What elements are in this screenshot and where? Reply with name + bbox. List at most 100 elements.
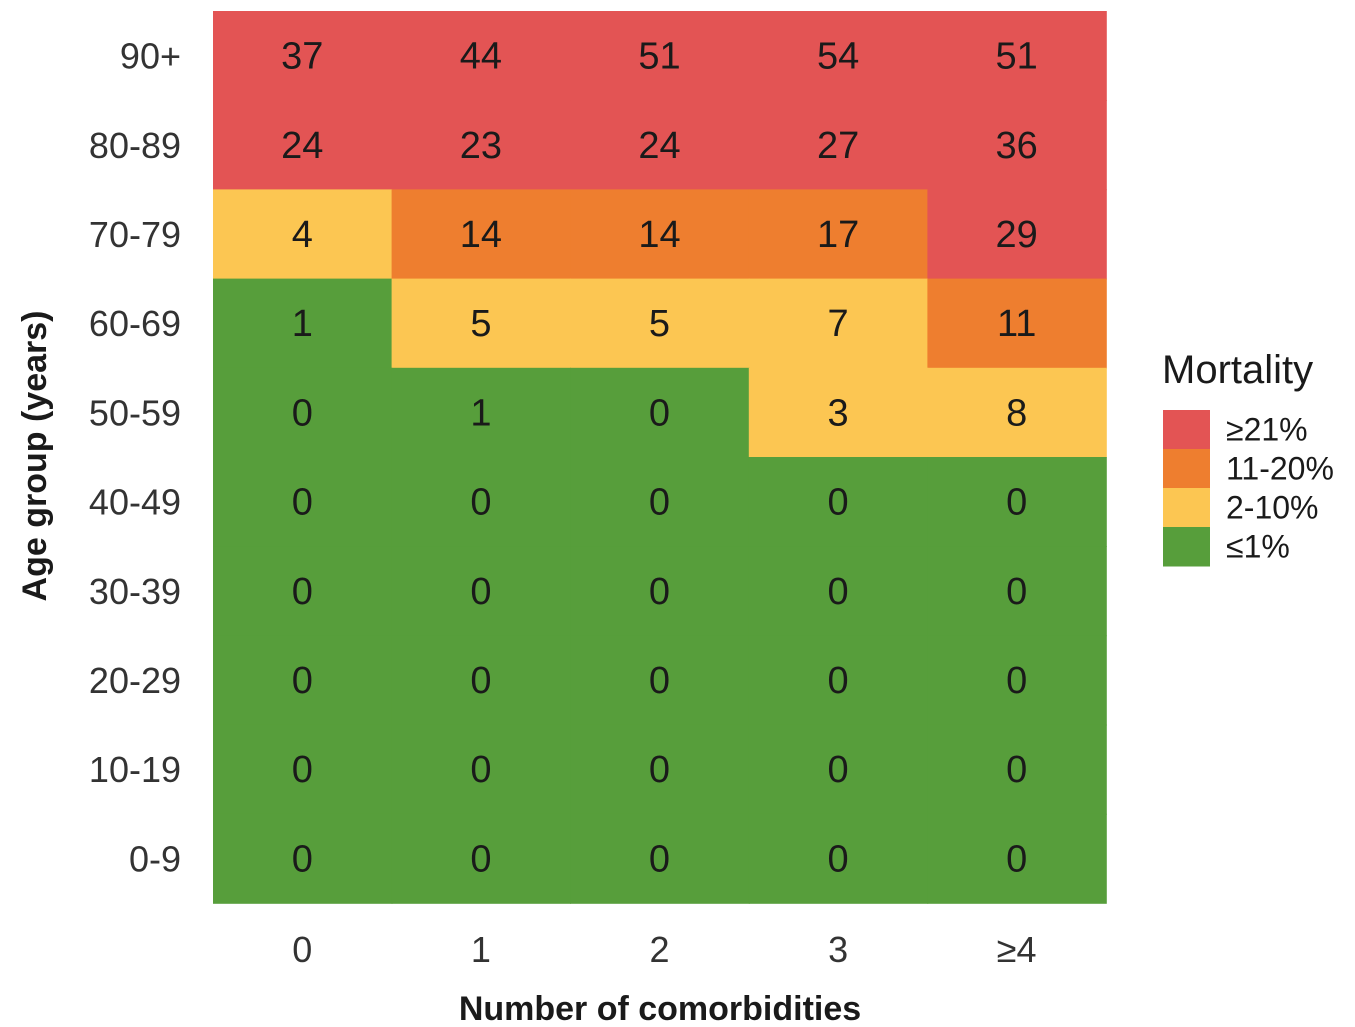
heatmap-cell	[570, 278, 750, 369]
cell-value-label: 51	[638, 36, 680, 78]
heatmap-cell	[927, 546, 1107, 637]
cell-value-label: 24	[281, 125, 323, 167]
heatmap-cell	[927, 724, 1107, 815]
heatmap-cell	[391, 278, 571, 369]
heatmap-cell	[570, 724, 750, 815]
y-tick-label: 40-49	[89, 482, 181, 523]
heatmap-cell	[213, 11, 393, 101]
heatmap-cell	[748, 367, 929, 458]
cell-value-label: 0	[649, 392, 670, 434]
cell-value-label: 0	[292, 482, 313, 524]
legend-swatch	[1163, 488, 1210, 528]
cell-value-label: 11	[997, 303, 1036, 345]
y-tick-label: 90+	[120, 36, 181, 77]
legend-label: ≥21%	[1226, 412, 1308, 448]
heatmap-cells	[213, 11, 1107, 904]
heatmap-cell	[927, 813, 1107, 904]
heatmap-cell	[391, 189, 571, 280]
cell-value-label: 0	[828, 571, 849, 613]
cell-value-label: 0	[292, 660, 313, 702]
y-tick-label: 30-39	[89, 571, 181, 612]
heatmap-cell	[213, 457, 393, 547]
cell-value-label: 0	[1006, 660, 1027, 702]
cell-value-label: 0	[292, 838, 313, 880]
heatmap-cell	[748, 100, 929, 191]
cell-value-label: 0	[1006, 838, 1027, 880]
cell-value-label: 37	[281, 36, 323, 78]
cell-value-label: 0	[828, 838, 849, 880]
heatmap-cell	[748, 813, 929, 904]
cell-value-label: 4	[292, 214, 313, 256]
cell-value-label: 3	[828, 392, 849, 434]
cell-value-label: 7	[828, 303, 849, 345]
cell-value-label: 5	[470, 303, 491, 345]
heatmap-cell	[748, 546, 929, 637]
heatmap-cell	[748, 457, 929, 547]
cell-value-label: 0	[1006, 749, 1027, 791]
heatmap-cell	[391, 724, 571, 815]
heatmap-cell	[570, 367, 750, 458]
heatmap-cell	[927, 100, 1107, 191]
cell-value-label: 1	[470, 392, 491, 434]
cell-value-label: 27	[817, 125, 859, 167]
heatmap-cell	[570, 813, 750, 904]
cell-value-label: 14	[638, 214, 680, 256]
x-tick-label: 2	[649, 929, 669, 970]
cell-value-label: 14	[460, 214, 502, 256]
heatmap-cell	[748, 189, 929, 280]
cell-value-label: 0	[1006, 571, 1027, 613]
legend-swatch	[1163, 449, 1210, 489]
legend-label: ≤1%	[1226, 529, 1290, 565]
heatmap-cell	[213, 278, 393, 369]
cell-value-label: 44	[460, 36, 502, 78]
cell-value-label: 0	[828, 660, 849, 702]
cell-value-label: 29	[996, 214, 1038, 256]
heatmap-cell	[213, 546, 393, 637]
cell-value-label: 0	[649, 482, 670, 524]
heatmap-cell	[391, 100, 571, 191]
cell-value-label: 36	[996, 125, 1038, 167]
heatmap-cell	[570, 189, 750, 280]
cell-value-label: 0	[1006, 482, 1027, 524]
x-tick-label: 3	[828, 929, 848, 970]
heatmap-cell	[927, 11, 1107, 101]
cell-value-label: 51	[996, 36, 1038, 78]
legend-label: 2-10%	[1226, 490, 1319, 526]
y-tick-label: 10-19	[89, 749, 181, 790]
heatmap-cell	[748, 278, 929, 369]
heatmap-cell	[927, 457, 1107, 547]
heatmap-cell	[391, 635, 571, 726]
cell-value-label: 0	[649, 838, 670, 880]
legend-swatch	[1163, 527, 1210, 567]
heatmap-cell	[391, 546, 571, 637]
heatmap-cell	[570, 635, 750, 726]
y-tick-label: 60-69	[89, 303, 181, 344]
cell-value-label: 0	[828, 749, 849, 791]
cell-value-label: 0	[470, 838, 491, 880]
cell-value-label: 0	[292, 571, 313, 613]
heatmap-cell	[391, 367, 571, 458]
cell-value-label: 23	[460, 125, 502, 167]
cell-value-label: 0	[292, 749, 313, 791]
cell-value-label: 0	[649, 749, 670, 791]
cell-value-label: 0	[470, 482, 491, 524]
x-tick-label: 1	[471, 929, 491, 970]
cell-value-label: 0	[292, 392, 313, 434]
cell-value-label: 5	[649, 303, 670, 345]
legend-title: Mortality	[1162, 348, 1313, 392]
heatmap-cell	[391, 813, 571, 904]
heatmap-cell	[748, 724, 929, 815]
heatmap-cell	[391, 457, 571, 547]
y-tick-label: 80-89	[89, 125, 181, 166]
cell-value-label: 17	[817, 214, 859, 256]
heatmap-cell	[391, 11, 571, 101]
heatmap-cell	[213, 367, 393, 458]
cell-value-label: 1	[292, 303, 313, 345]
legend-swatch	[1163, 410, 1210, 450]
heatmap-cell	[748, 11, 929, 101]
heatmap-cell	[927, 189, 1107, 280]
cell-value-label: 8	[1006, 392, 1027, 434]
heatmap-cell	[213, 189, 393, 280]
